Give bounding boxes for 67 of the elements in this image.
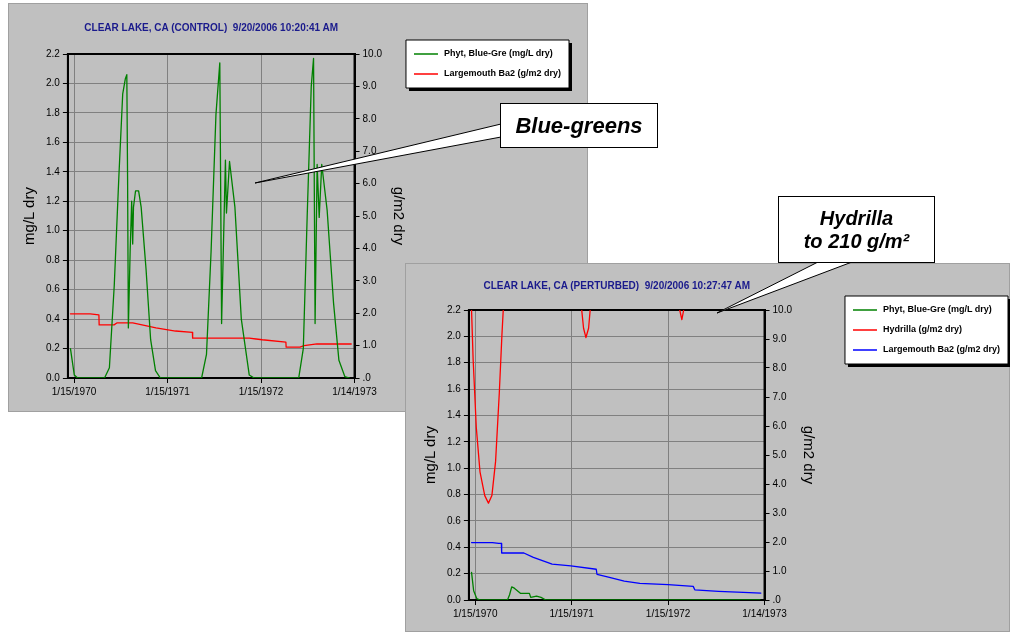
- y2-tick-label: 7.0: [772, 390, 787, 402]
- y-tick-label: 1.2: [447, 435, 462, 447]
- x-tick-label: 1/15/1970: [452, 607, 498, 619]
- y-tick-label: 0.2: [46, 342, 61, 354]
- y-tick-label: 0.8: [447, 488, 462, 500]
- y2-tick-label: 4.0: [362, 242, 377, 254]
- x-tick-label: 1/15/1971: [549, 607, 595, 619]
- y2-tick-label: 6.0: [772, 419, 787, 431]
- y-axis-title: mg/L dry: [421, 425, 439, 484]
- y2-tick-label: 5.0: [362, 209, 377, 221]
- y2-tick-label: 2.0: [772, 535, 787, 547]
- y-tick-label: 0.4: [447, 541, 462, 553]
- y2-tick-label: 7.0: [362, 144, 377, 156]
- legend-label: Largemouth Ba2 (g/m2 dry): [443, 68, 562, 79]
- x-tick-label: 1/15/1971: [145, 385, 191, 397]
- y2-axis-title: g/m2 dry: [390, 186, 408, 246]
- y-tick-label: 1.6: [447, 382, 462, 394]
- y2-tick-label: 3.0: [772, 506, 787, 518]
- text: Hydrilla to 210 g/m²: [778, 196, 935, 263]
- y2-tick-label: 9.0: [362, 80, 377, 92]
- chart-title: CLEAR LAKE, CA (PERTURBED) 9/20/2006 10:27:47 AM: [483, 279, 750, 291]
- chart-title: CLEAR LAKE, CA (CONTROL) 9/20/2006 10:20:41 AM: [84, 21, 339, 33]
- y-tick-label: 0.0: [46, 371, 61, 383]
- y2-tick-label: 1.0: [362, 339, 377, 351]
- y-tick-label: 0.0: [447, 593, 462, 605]
- y2-tick-label: .0: [362, 371, 372, 383]
- legend-label: Hydrilla (g/m2 dry): [882, 324, 963, 335]
- y-tick-label: 0.6: [46, 283, 61, 295]
- y2-tick-label: 4.0: [772, 477, 787, 489]
- y-tick-label: 0.4: [46, 312, 61, 324]
- y-tick-label: 1.0: [447, 461, 462, 473]
- y2-tick-label: 10.0: [772, 303, 793, 315]
- y-tick-label: 2.0: [46, 77, 61, 89]
- x-tick-label: 1/14/1973: [332, 385, 378, 397]
- x-tick-label: 1/15/1972: [238, 385, 284, 397]
- text: Blue-greens: [500, 103, 658, 148]
- y-tick-label: 2.2: [46, 47, 61, 59]
- y2-tick-label: 1.0: [772, 564, 787, 576]
- y2-tick-label: 9.0: [772, 332, 787, 344]
- y-tick-label: 1.4: [46, 165, 61, 177]
- y2-axis-title: g/m2 dry: [800, 425, 818, 485]
- y-tick-label: 0.2: [447, 567, 462, 579]
- y-tick-label: 1.2: [46, 195, 61, 207]
- y-tick-label: 1.6: [46, 136, 61, 148]
- y-tick-label: 2.0: [447, 330, 462, 342]
- y2-tick-label: .0: [772, 593, 782, 605]
- x-tick-label: 1/14/1973: [742, 607, 788, 619]
- y-tick-label: 1.8: [447, 356, 462, 368]
- y2-tick-label: 8.0: [362, 112, 377, 124]
- y2-tick-label: 6.0: [362, 177, 377, 189]
- y-tick-label: 1.4: [447, 409, 462, 421]
- legend-label: Phyt, Blue-Gre (mg/L dry): [882, 304, 992, 315]
- y-tick-label: 1.0: [46, 224, 61, 236]
- y2-tick-label: 8.0: [772, 361, 787, 373]
- legend-label: Phyt, Blue-Gre (mg/L dry): [443, 48, 553, 59]
- x-tick-label: 1/15/1972: [645, 607, 691, 619]
- y-tick-label: 0.8: [46, 253, 61, 265]
- legend-label: Largemouth Ba2 (g/m2 dry): [882, 344, 1001, 355]
- y-tick-label: 0.6: [447, 514, 462, 526]
- y2-tick-label: 3.0: [362, 274, 377, 286]
- x-tick-label: 1/15/1970: [51, 385, 97, 397]
- y2-tick-label: 2.0: [362, 306, 377, 318]
- y2-tick-label: 10.0: [362, 47, 383, 59]
- y2-tick-label: 5.0: [772, 448, 787, 460]
- y-tick-label: 2.2: [447, 303, 462, 315]
- y-axis-title: mg/L dry: [20, 186, 38, 245]
- y-tick-label: 1.8: [46, 106, 61, 118]
